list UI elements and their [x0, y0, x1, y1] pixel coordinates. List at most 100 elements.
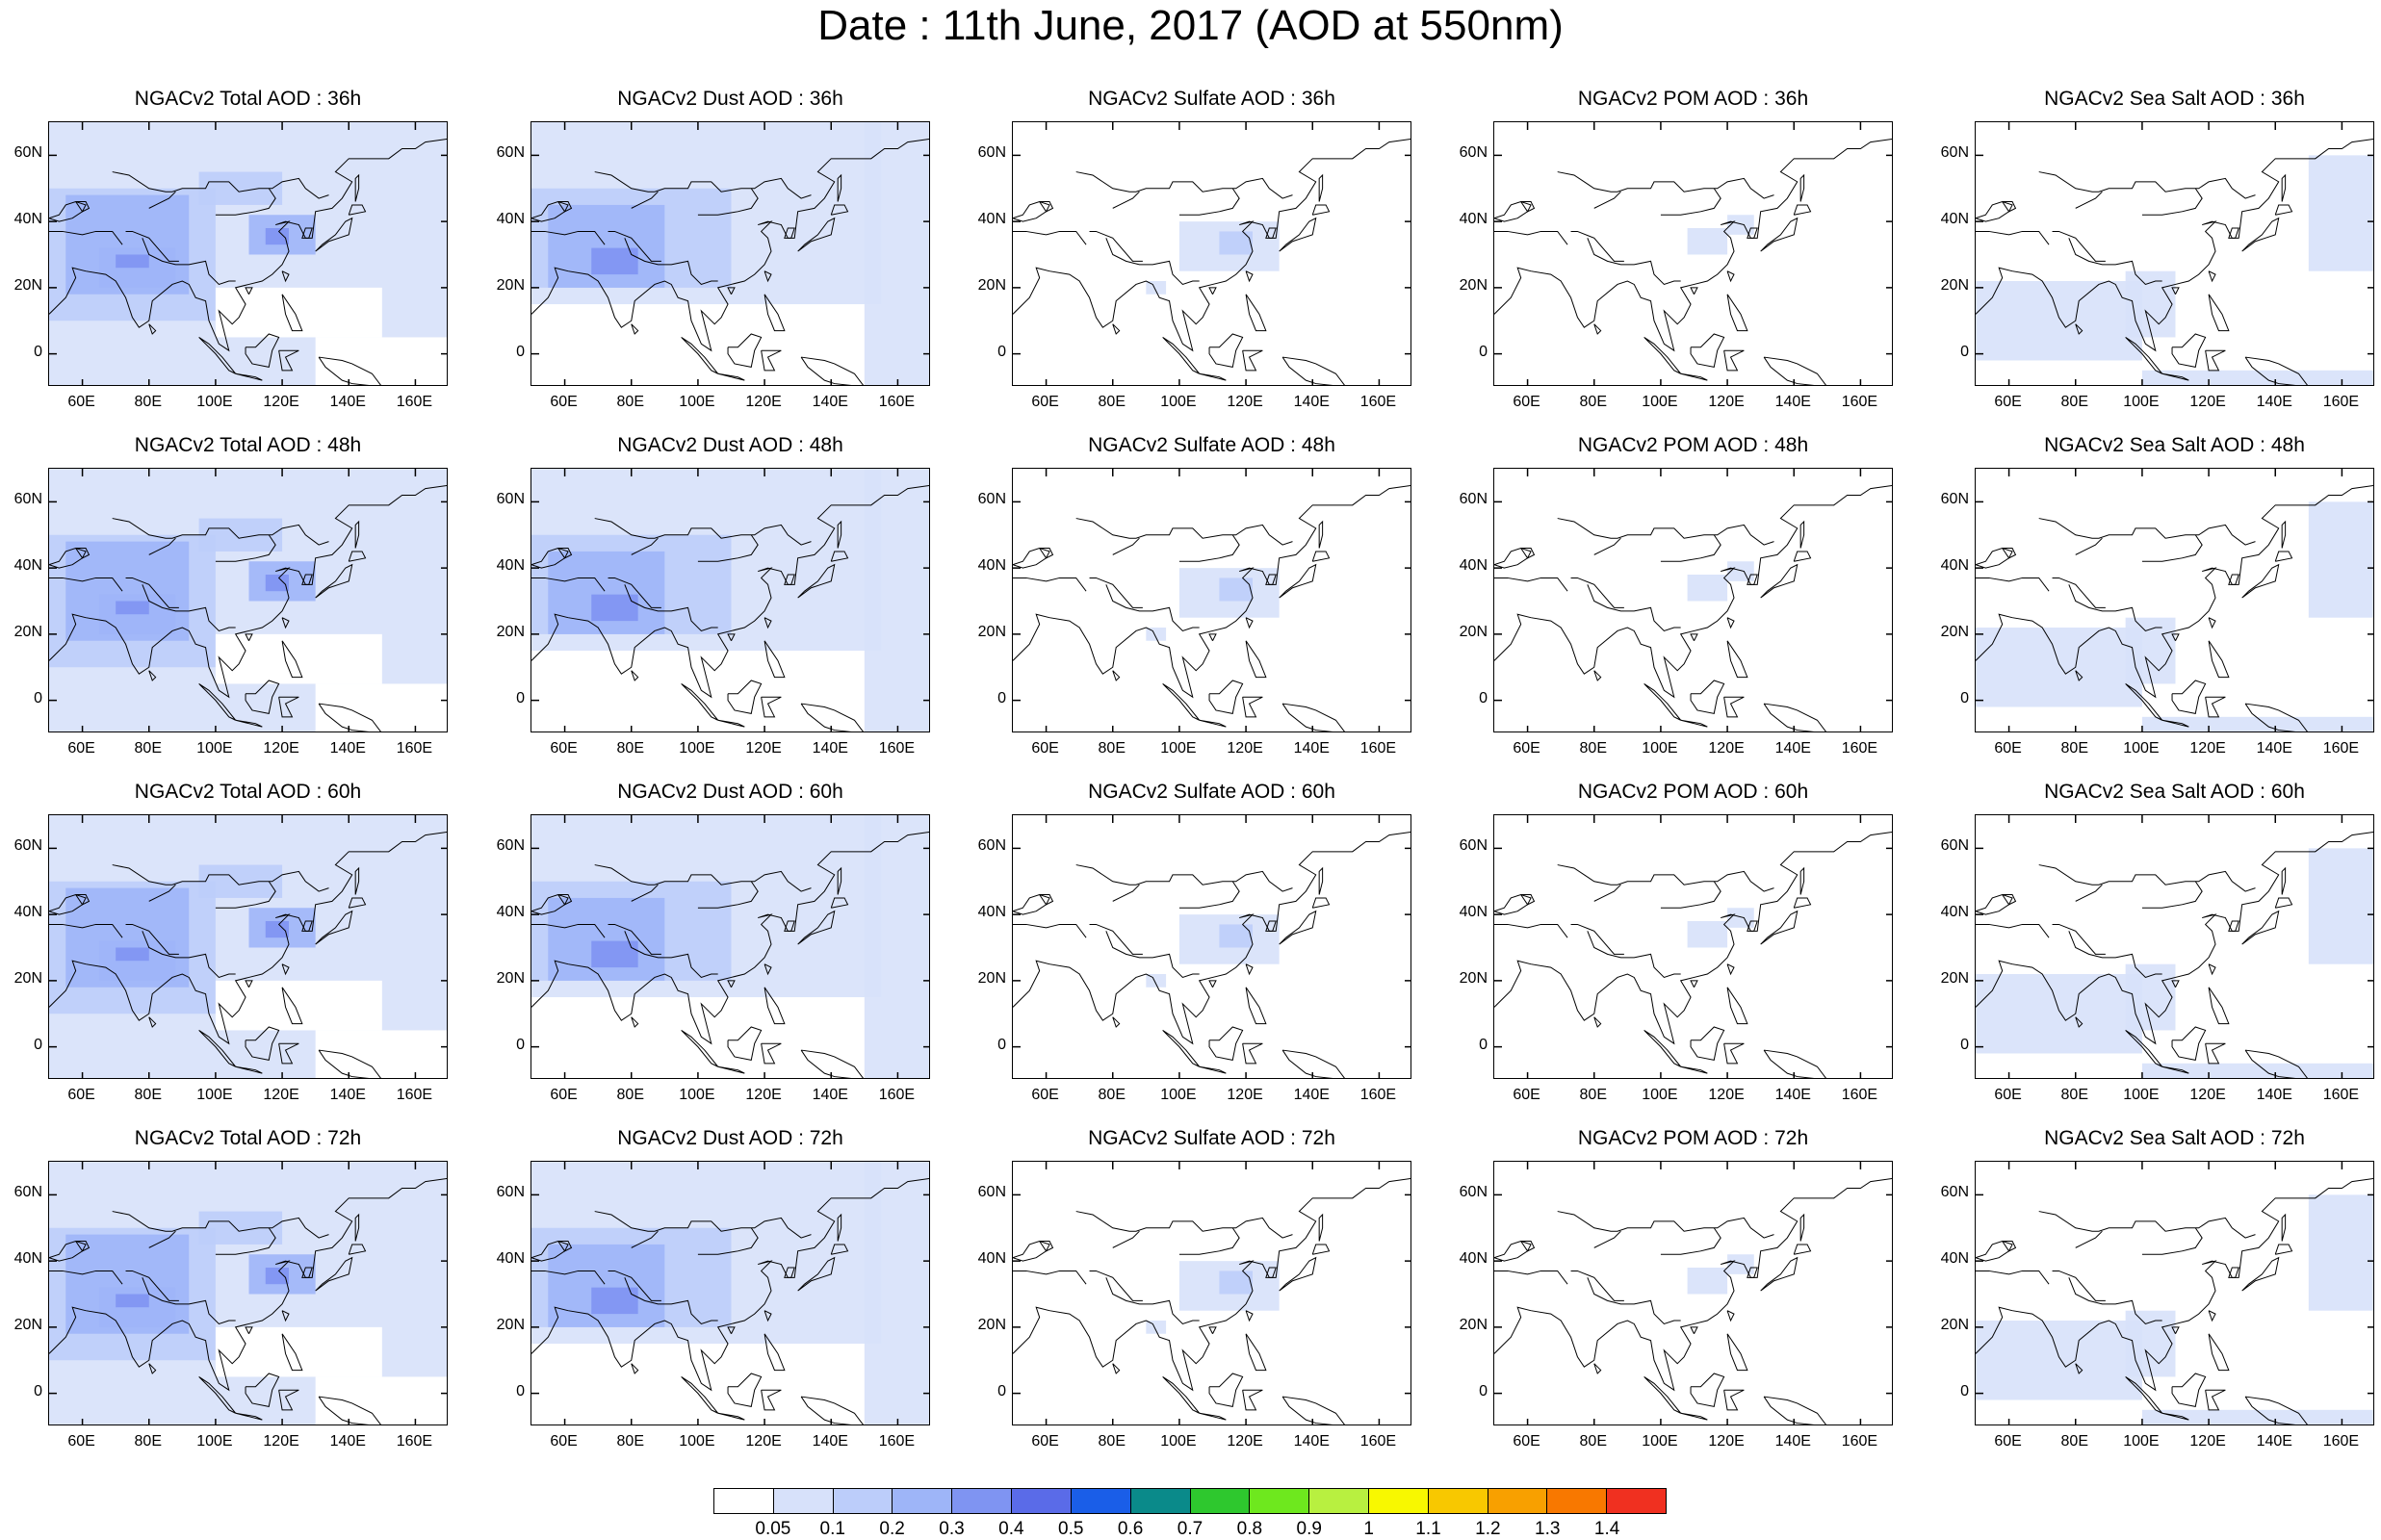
aod-map	[49, 122, 448, 386]
aod-map	[1976, 122, 2374, 386]
lon-label: 100E	[1631, 1433, 1689, 1450]
aod-field	[591, 941, 637, 968]
coastline	[1494, 202, 1531, 222]
lon-label: 60E	[1498, 1433, 1556, 1450]
lat-label: 60N	[482, 1184, 525, 1201]
map-panel	[48, 121, 448, 386]
coastline	[1691, 981, 1697, 988]
coastline	[1113, 885, 1140, 901]
lon-label: 100E	[1631, 1087, 1689, 1104]
lon-label: 160E	[1830, 740, 1888, 757]
aod-map	[531, 815, 930, 1079]
lon-label: 160E	[385, 1087, 443, 1104]
coastline	[1764, 704, 1827, 732]
coastline	[1681, 373, 1708, 380]
coastline	[1013, 1242, 1049, 1262]
coastline	[2172, 1027, 2206, 1060]
colorbar-label: 0.9	[1281, 1519, 1338, 1540]
colorbar-label: 1.2	[1459, 1519, 1516, 1540]
panel-title: NGACv2 Dust AOD : 60h	[519, 781, 943, 804]
coastline	[1013, 202, 1049, 222]
lon-label: 100E	[1150, 1087, 1207, 1104]
coastline	[2229, 575, 2239, 584]
coastline	[1588, 931, 1681, 977]
coastline	[632, 671, 638, 680]
coastline	[762, 697, 782, 717]
coastline	[1727, 988, 1747, 1024]
lat-label: 20N	[964, 970, 1006, 988]
lon-label: 80E	[119, 1433, 177, 1450]
lat-label: 20N	[1445, 1317, 1488, 1334]
coastline	[1013, 1270, 1086, 1284]
coastline	[1764, 1397, 1827, 1425]
lat-label: 20N	[0, 277, 42, 295]
coastline	[1794, 898, 1810, 908]
coastline	[801, 1397, 865, 1425]
coastline	[1209, 634, 1216, 641]
aod-field	[865, 469, 930, 732]
coastline	[1976, 549, 2012, 569]
aod-field	[1219, 1270, 1253, 1294]
coastline	[1691, 680, 1724, 713]
coastline	[2142, 1228, 2202, 1255]
coastline	[1209, 288, 1216, 295]
coastline	[1209, 1027, 1243, 1060]
coastline	[718, 720, 745, 727]
lat-label: 0	[1927, 1383, 1969, 1400]
coastline	[1209, 981, 1216, 988]
colorbar-swatch	[774, 1489, 834, 1513]
lon-label: 140E	[1764, 1433, 1822, 1450]
lon-label: 60E	[535, 1087, 593, 1104]
coastline	[1644, 683, 1681, 720]
coastline	[1661, 535, 1721, 562]
coastline	[1319, 868, 1322, 895]
lon-label: 100E	[186, 1433, 244, 1450]
lat-label: 60N	[964, 491, 1006, 508]
coastline	[762, 1390, 782, 1410]
coastline	[1076, 865, 1293, 892]
aod-map	[49, 815, 448, 1079]
lat-label: 0	[1927, 344, 1969, 361]
lat-label: 60N	[1927, 837, 1969, 855]
coastline	[2172, 680, 2206, 713]
colorbar-swatch	[1072, 1489, 1131, 1513]
coastline	[1246, 641, 1266, 678]
lon-label: 140E	[801, 1087, 859, 1104]
lat-label: 20N	[482, 624, 525, 641]
lon-label: 140E	[319, 1087, 376, 1104]
lat-label: 20N	[1927, 1317, 1969, 1334]
lat-label: 0	[964, 1383, 1006, 1400]
lon-label: 160E	[1830, 394, 1888, 411]
coastline	[2003, 202, 2016, 212]
colorbar-swatch	[1488, 1489, 1548, 1513]
aod-map	[531, 122, 930, 386]
lat-label: 60N	[1445, 837, 1488, 855]
coastline	[2242, 911, 2279, 944]
lon-label: 160E	[867, 394, 925, 411]
panel-title: NGACv2 POM AOD : 60h	[1482, 781, 1905, 804]
coastline	[762, 350, 782, 371]
lat-label: 60N	[482, 491, 525, 508]
lon-label: 100E	[1150, 394, 1207, 411]
coastline	[2209, 1311, 2215, 1321]
lat-label: 60N	[1445, 144, 1488, 162]
coastline	[1588, 238, 1681, 284]
lon-label: 60E	[1498, 394, 1556, 411]
coastline	[2206, 1043, 2226, 1064]
lon-label: 80E	[2046, 740, 2104, 757]
lon-label: 60E	[1980, 1087, 2037, 1104]
lon-label: 120E	[252, 394, 310, 411]
coastline	[1681, 1413, 1708, 1420]
map-panel	[1975, 468, 2374, 732]
lat-label: 60N	[482, 837, 525, 855]
lon-label: 80E	[1083, 1087, 1141, 1104]
lon-label: 100E	[186, 1087, 244, 1104]
coastline	[1661, 189, 1721, 216]
coastline	[1761, 218, 1798, 251]
lon-label: 120E	[252, 1087, 310, 1104]
aod-map	[49, 469, 448, 732]
coastline	[728, 334, 762, 367]
coastline	[1558, 1212, 1774, 1239]
coastline	[1976, 924, 2049, 937]
lat-label: 40N	[964, 904, 1006, 921]
